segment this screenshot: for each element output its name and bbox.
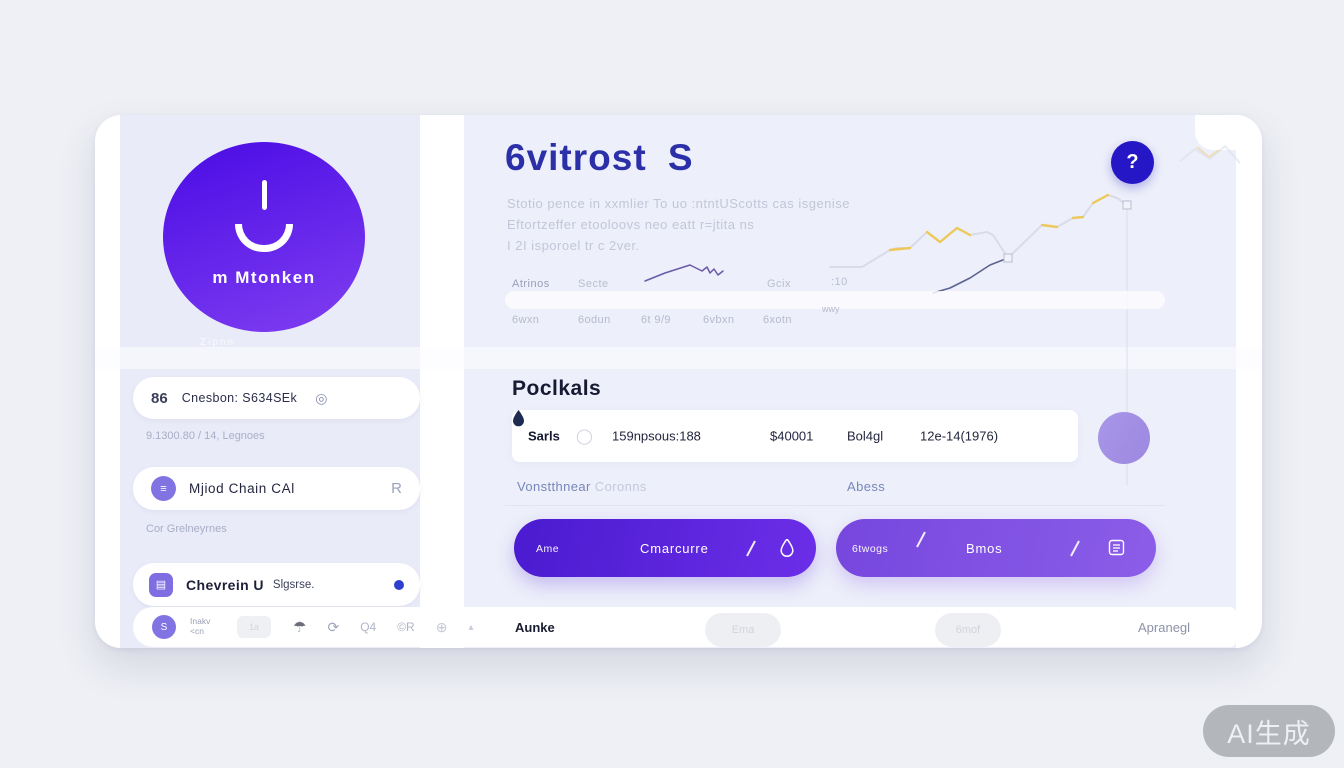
stat-label-secte: Secte [578,278,609,290]
card-corner-fold [1195,115,1262,150]
slash-icon [916,531,926,548]
slash-icon [746,540,756,557]
wallet-balance-note: 9.1300.80 / 14, Legnoes [146,430,265,442]
footer-ghost-button-2[interactable]: 6mof [935,610,1001,648]
pool-name: Sarls [528,428,560,444]
btn1-left-label: Ame [536,543,560,555]
footer-link-apranegl[interactable]: Apranegl [1138,619,1191,635]
sketch-decoration [1179,144,1241,164]
footer-icon-row: ☂ ⟳ Q4 ©R ⊕ ▴ [293,607,473,647]
pool-col-deposits: 159npsous:188 [612,428,701,444]
footer-caption: Inakv <cn [190,616,211,636]
chain-shortcut: R [391,480,402,497]
drop-small-icon: ▴ [468,621,474,633]
footer-badge: 1a [237,607,271,647]
main-card: m Mtonken Zipnn 86 Cnesbon: S634SEk ◎ 9.… [95,115,1262,648]
help-button[interactable]: ? [1111,141,1154,184]
chain-note: Cor Grelneyrnes [146,523,227,535]
tick-label-3: 6t 9/9 [641,314,671,326]
droplet-icon [780,539,794,557]
logo-text: m Mtonken [212,268,316,287]
logo-stem-icon [261,180,267,210]
footer-ghost-button-1[interactable]: Ema [705,610,781,648]
logo-caption: Zipnn [200,337,236,348]
refresh-icon[interactable]: ⟳ [327,618,340,635]
sparkline-chart [644,264,724,282]
footer-bar: S Inakv <cn 1a ☂ ⟳ Q4 ©R ⊕ ▴ Aunke Ema 6m… [133,607,1236,647]
chevron-label: Chevrein U [186,576,264,593]
sidebar-item-chevron[interactable]: ▤ Chevrein U Slgsrse. [133,563,420,606]
footer-app-icon[interactable]: S [152,607,176,647]
pool-avatar[interactable] [1098,412,1150,464]
chain-label: Mjiod Chain CAl [189,481,295,496]
stat-label-10: :10 [831,276,848,288]
wallet-address-label: Cnesbon: S634SEk [181,391,298,405]
status-dot [394,579,404,590]
btn1-center-label: Cmarcurre [640,541,709,556]
stat-label-gcix: Gcix [767,278,791,290]
tick-label-1: 6wxn [512,314,540,326]
btn2-center-label: Bmos [966,541,1003,556]
tick-label-4: 6vbxn [703,314,735,326]
pool-table-row[interactable]: Sarls ◯ 159npsous:188 $40001 Bol4gl 12e-… [512,410,1078,462]
app-logo: m Mtonken [163,142,365,332]
footer-link-aunke[interactable]: Aunke [515,619,555,635]
badge-86: 86 [151,389,168,407]
slash-icon [1070,540,1080,557]
tick-label-5: 6xotn [763,314,792,326]
page-subtitle: Stotio pence in xxmlier To uo :ntntUScot… [507,196,851,253]
pool-col-ratio: 12e-14(1976) [920,428,999,444]
mushroom-icon[interactable]: ☂ [293,619,307,636]
link-abess[interactable]: Abess [847,479,886,494]
pool-col-amount: $40001 [770,428,814,444]
primary-action-button[interactable]: Ame Cmarcurre [514,519,816,577]
link-voting-options[interactable]: Vonstthnear Coronns [517,479,647,494]
page-title: 6vitrost S [505,137,694,178]
pool-col-token: Bol4gl [847,428,884,444]
hero-line-chart [829,193,1132,485]
document-icon [1108,539,1125,556]
sidebar-item-chain[interactable]: ≡ Mjiod Chain CAl R [133,467,420,510]
q4-icon[interactable]: Q4 [360,620,377,634]
logo-smile-icon [235,224,293,252]
divider-band [95,347,1262,369]
stat-note: wwy [822,304,840,314]
btn2-left-label: 6twogs [852,543,889,555]
droplet-icon [513,410,524,427]
token-icon: S [152,615,176,639]
chain-icon: ≡ [151,476,176,501]
card-icon: ▤ [149,572,173,597]
stat-progress-bar [505,291,1165,309]
stat-label-atrinos: Atrinos [512,278,550,290]
tick-label-2: 6odun [578,314,611,326]
sidebar-item-wallet-address[interactable]: 86 Cnesbon: S634SEk ◎ [133,377,420,419]
globe-icon[interactable]: ⊕ [435,618,448,635]
secondary-action-button[interactable]: 6twogs Bmos [836,519,1156,577]
ai-watermark: AI生成 [1203,705,1335,757]
pool-circle-icon: ◯ [576,428,593,445]
section-divider [505,505,1165,506]
chevron-sublabel: Slgsrse. [272,578,315,591]
section-title-pools: Poclkals [512,377,602,400]
target-icon[interactable]: ◎ [315,389,328,406]
cr-icon[interactable]: ©R [397,620,415,634]
